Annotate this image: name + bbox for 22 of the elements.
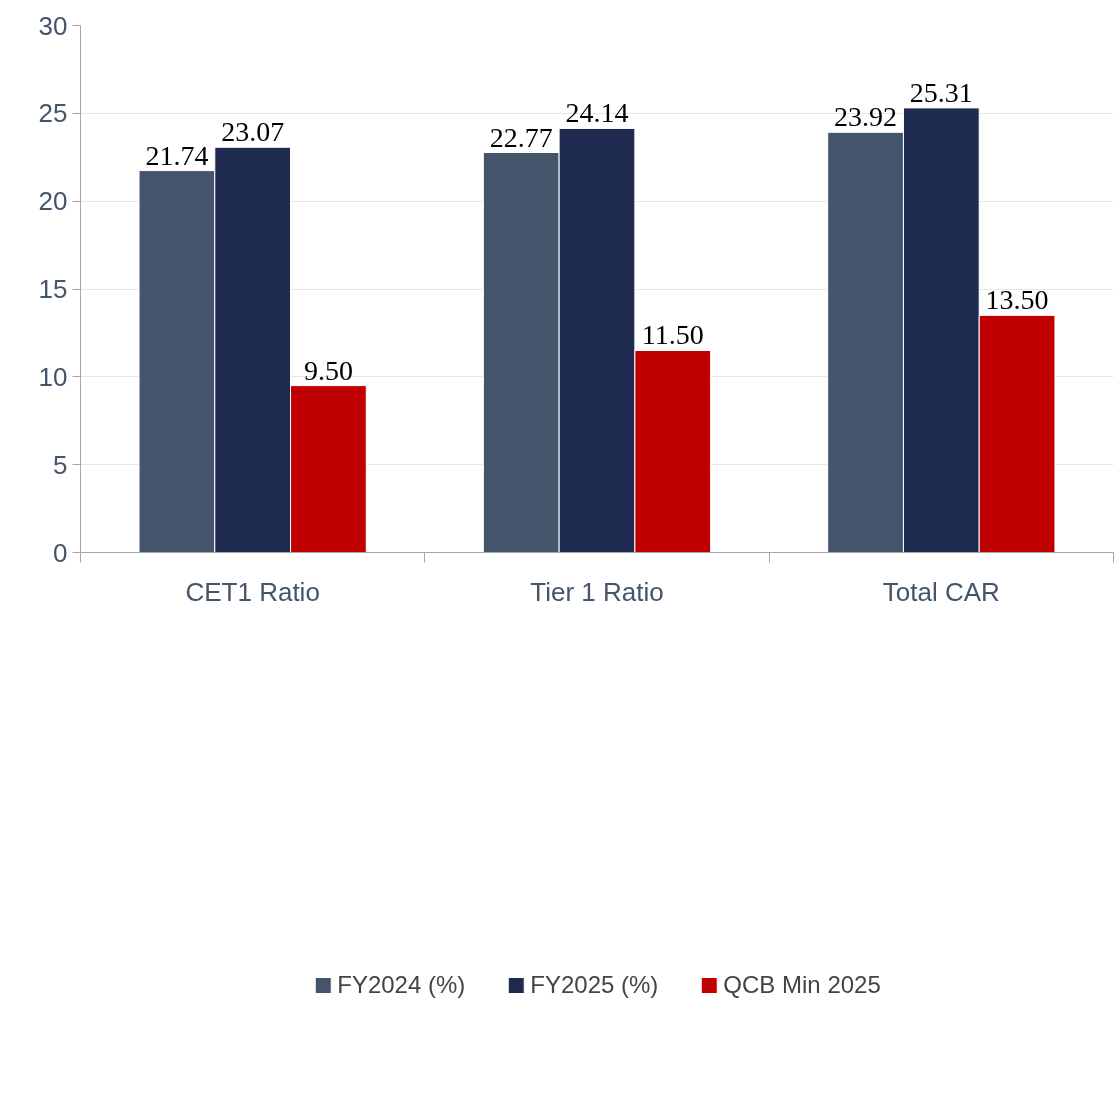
y-tick-label: 20 — [38, 186, 68, 217]
data-label: 9.50 — [303, 354, 353, 386]
data-label: 11.50 — [641, 319, 704, 351]
data-label: 22.77 — [489, 121, 553, 153]
data-label: 25.31 — [909, 76, 973, 108]
data-label: 24.14 — [565, 97, 629, 129]
y-tick-label: 5 — [53, 449, 68, 480]
y-tick-label: 10 — [38, 361, 68, 392]
legend-label: FY2024 (%) — [337, 970, 466, 999]
y-tick-label: 25 — [38, 98, 68, 129]
data-label: 21.74 — [145, 139, 209, 171]
data-label: 23.92 — [834, 101, 898, 133]
y-tick-label: 30 — [38, 10, 68, 41]
data-label: 13.50 — [985, 284, 1049, 316]
legend-label: FY2025 (%) — [530, 970, 659, 999]
data-label: 23.07 — [221, 116, 285, 148]
x-tick-label: CET1 Ratio — [185, 576, 320, 607]
y-tick-label: 0 — [53, 537, 68, 568]
x-tick-label: Total CAR — [882, 576, 1000, 607]
legend-label: QCB Min 2025 — [723, 970, 881, 999]
x-tick-label: Tier 1 Ratio — [530, 576, 664, 607]
y-tick-label: 15 — [38, 274, 68, 304]
